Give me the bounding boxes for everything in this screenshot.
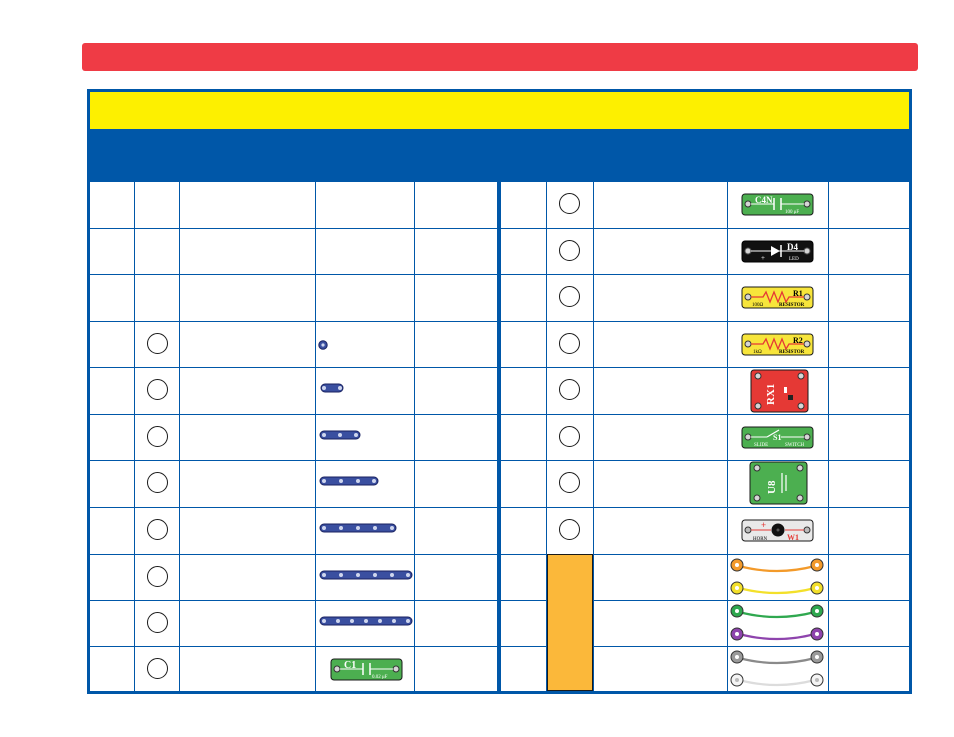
qty-box[interactable] xyxy=(559,286,580,307)
qty-box[interactable] xyxy=(147,658,168,679)
jumper-wires-orange-yellow-icon xyxy=(730,558,824,595)
snap-wire-4-icon xyxy=(319,476,379,486)
qty-box[interactable] xyxy=(559,379,580,400)
led-d4-icon: + D4 LED xyxy=(741,240,814,263)
u8-label: U8 xyxy=(766,480,778,494)
qty-box[interactable] xyxy=(147,333,168,354)
c4n-label: C4N xyxy=(755,195,773,205)
qty-box[interactable] xyxy=(559,193,580,214)
s1-type-2: SWITCH xyxy=(785,443,805,448)
rx1-label: RX1 xyxy=(765,384,777,405)
capacitor-c1-icon: C1 0.02 μF xyxy=(330,658,403,681)
header-bar xyxy=(82,43,918,71)
qty-box[interactable] xyxy=(559,519,580,540)
qty-box[interactable] xyxy=(147,472,168,493)
resistor-r1-icon: R1 100Ω RESISTOR xyxy=(741,286,814,309)
rx1-module-icon: RX1 xyxy=(750,369,809,413)
r2-label: R2 xyxy=(793,336,803,345)
svg-text:+: + xyxy=(761,254,765,262)
qty-box[interactable] xyxy=(147,566,168,587)
r2-type: RESISTOR xyxy=(779,350,805,355)
qty-box[interactable] xyxy=(147,379,168,400)
parts-list-table: C1 0.02 μF C4N 100 μF + D4 LED R1 100Ω R… xyxy=(87,89,912,694)
r1-value: 100Ω xyxy=(752,303,764,308)
jumper-wires-gray-white-icon xyxy=(730,650,824,687)
u8-module-icon: U8 xyxy=(749,461,808,505)
qty-box[interactable] xyxy=(147,519,168,540)
jumper-wires-green-purple-icon xyxy=(730,604,824,641)
r1-type: RESISTOR xyxy=(779,303,805,308)
snap-wire-6-icon xyxy=(319,570,413,580)
s1-label: S1 xyxy=(773,433,781,442)
s1-type-1: SLIDE xyxy=(754,443,768,448)
qty-box[interactable] xyxy=(559,426,580,447)
d4-value: LED xyxy=(789,257,799,262)
capacitor-c4n-icon: C4N 100 μF xyxy=(741,193,814,216)
resistor-r2-icon: R2 1kΩ RESISTOR xyxy=(741,333,814,356)
r1-label: R1 xyxy=(793,289,803,298)
c1-value: 0.02 μF xyxy=(372,675,388,680)
w1-plus: + xyxy=(761,520,766,530)
qty-box[interactable] xyxy=(147,612,168,633)
title-band xyxy=(90,92,909,130)
qty-box[interactable] xyxy=(559,333,580,354)
qty-box[interactable] xyxy=(559,472,580,493)
r2-value: 1kΩ xyxy=(753,350,762,355)
column-header-band xyxy=(90,130,909,182)
d4-label: D4 xyxy=(787,242,798,252)
snap-wire-1-icon xyxy=(318,340,328,350)
snap-wire-3-icon xyxy=(319,430,361,440)
c4n-value: 100 μF xyxy=(785,210,799,215)
w1-type: HORN xyxy=(753,537,768,542)
qty-box[interactable] xyxy=(147,426,168,447)
c1-label: C1 xyxy=(344,660,356,671)
snap-wire-2-icon xyxy=(320,383,344,393)
snap-wire-5-icon xyxy=(319,523,397,533)
qty-box[interactable] xyxy=(559,240,580,261)
slide-switch-s1-icon: S1 SLIDE SWITCH xyxy=(741,426,814,449)
w1-label: W1 xyxy=(787,533,799,542)
jumper-wire-qty-cell xyxy=(547,554,593,691)
snap-wire-7-icon xyxy=(319,616,413,626)
horn-w1-icon: + W1 HORN xyxy=(741,519,814,542)
